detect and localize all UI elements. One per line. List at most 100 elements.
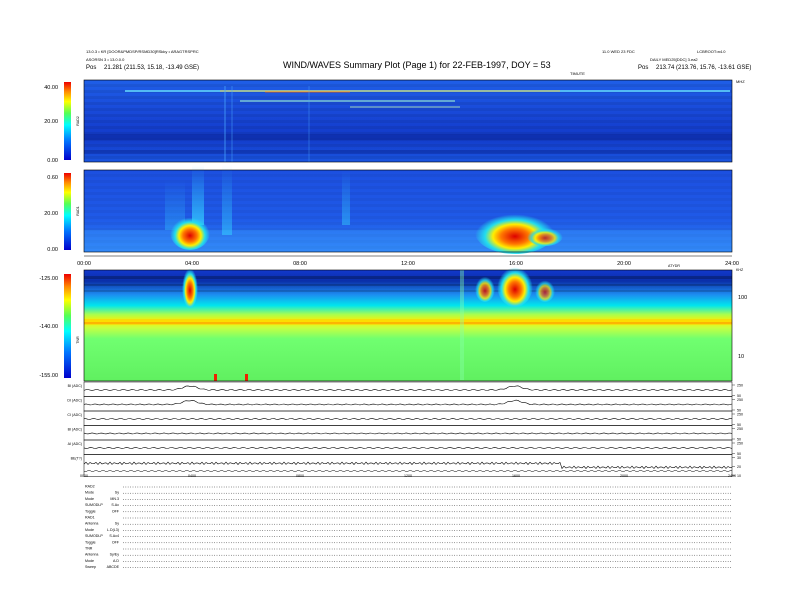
rad1-burst-04h (170, 214, 210, 250)
time-axis-mid: 00:00 04:00 08:00 12:00 16:00 20:00 24:0… (77, 255, 739, 268)
line-plot-1-tick-0: 250 (737, 398, 743, 402)
time-tick-bottom-5: 2000 (620, 474, 628, 478)
rad1-label: RAD1 (76, 206, 80, 216)
rad2-panel: 40.00 20.00 0.00 RAD2 (44, 79, 733, 164)
line-plot-5: BE(T?) 30 20 10 (71, 454, 741, 478)
footer-row-value-7: L.D(L3) (107, 528, 119, 532)
line-plot-0-tick-1: 50 (737, 394, 741, 398)
line-plot-trace-1 (83, 399, 733, 406)
line-plot-label-4: AI (ADC) (68, 442, 82, 446)
line-plot-trace-2 (83, 418, 733, 420)
footer-row-13: Sweep ABCDE (85, 565, 732, 569)
rad2-label: RAD2 (76, 116, 80, 126)
tnr-right-tick-10: 10 (738, 354, 744, 360)
time-tick-mid-2: 08:00 (293, 261, 307, 267)
footer-row-label-8: SUMODLP (85, 534, 103, 538)
rad2-tick-bottom: 0.00 (47, 158, 58, 164)
line-plot-0: BI (ADC) 250 50 (68, 381, 743, 398)
time-tick-bottom-0: 0000 (80, 474, 88, 478)
time-unit-label: TIMUTE (570, 71, 585, 76)
footer-row-value-8: S.Ac4 (109, 534, 119, 538)
tnr-panel: -125.00 -140.00 -155.00 TNR 100 10 KHZ (39, 263, 747, 382)
footer-row-label-7: Mode (85, 528, 94, 532)
time-tick-mid-6: 24:00 (725, 261, 739, 267)
footer-row-0: RAD2 (85, 485, 732, 489)
time-tick-bottom-4: 1600 (512, 474, 520, 478)
time-tick-bottom-6: 2400 (728, 474, 736, 478)
tnr-label: TNR (76, 336, 80, 344)
time-tick-bottom-3: 1200 (404, 474, 412, 478)
line-plot-label-1: DI (ADC) (67, 399, 82, 403)
line-plot-trace-3 (83, 432, 733, 435)
line-plot-5-tick-0: 30 (737, 456, 741, 460)
header-meta-left-2: ASORSN 3 • 13.0.0.0 (86, 57, 125, 62)
line-plot-label-0: BI (ADC) (68, 384, 82, 388)
line-plot-4: AI (ADC) 250 50 (68, 439, 743, 456)
footer-row-value-6: Sy (115, 522, 119, 526)
line-plot-4-tick-0: 250 (737, 442, 743, 446)
footer-row-value-12: A.D (113, 559, 119, 563)
rad2-tick-top: 40.00 (44, 85, 58, 91)
footer-row-value-1: Sy (115, 491, 119, 495)
header-pos-label-right: Pos (638, 65, 649, 71)
footer-row-label-6: Antenna (85, 522, 98, 526)
footer-row-value-3: S.Ac (111, 503, 119, 507)
footer-row-label-3: SUMODLP (85, 503, 103, 507)
instrument-mode-table: RAD2 Mode Sy Mode MN.3 SUMODLP S.Ac Toggle OFF RA… (85, 485, 732, 569)
tnr-burst-16h (497, 263, 533, 307)
line-plot-4-tick-1: 50 (737, 452, 741, 456)
line-plot-trace-4 (83, 447, 733, 449)
line-plot-label-5: BE(T?) (71, 457, 82, 461)
tnr-tick-top: -125.00 (39, 276, 58, 282)
footer-row-value-13: ABCDE (107, 565, 120, 569)
header-meta-right-1: 11.0 WED 23 FDC (602, 49, 635, 54)
rad2-colorbar (64, 82, 71, 160)
header-pos-value-left: 21.281 (211.53, 15.18, -13.49 GSE) (104, 65, 199, 71)
footer-row-value-2: MN.3 (110, 497, 119, 501)
footer-row-6: Antenna Sy (85, 522, 732, 526)
rad1-colorbar (64, 173, 71, 250)
tnr-colorbar (64, 274, 71, 378)
header-meta-right-2: DAILY MED25[DDC] 3.ea2 (650, 57, 698, 62)
time-tick-mid-1: 04:00 (185, 261, 199, 267)
time-unit-mid: ATYDR (668, 264, 680, 268)
header-pos-value-right: 213.74 (213.76, 15.76, -13.61 GSE) (656, 65, 752, 71)
footer-row-label-2: Mode (85, 497, 94, 501)
footer-row-2: Mode MN.3 (85, 497, 732, 501)
footer-row-1: Mode Sy (85, 491, 732, 495)
footer-row-label-9: Toggle (85, 540, 96, 544)
line-plot-3-tick-0: 250 (737, 427, 743, 431)
footer-row-12: Mode A.D (85, 559, 732, 563)
tnr-burst-04h (182, 264, 198, 308)
footer-row-label-1: Mode (85, 491, 94, 495)
time-axis-bottom: 0000 0400 0800 1200 1600 2000 2400 (80, 474, 736, 478)
line-plot-0-tick-0: 250 (737, 384, 743, 388)
rad1-panel: 0.60 20.00 0.00 RAD1 (44, 165, 733, 254)
footer-row-4: Toggle OFF (85, 509, 732, 513)
footer-row-11: Antenna Sy/Ey (85, 553, 732, 557)
footer-row-8: SUMODLP S.Ac4 (85, 534, 732, 538)
tnr-right-tick-100: 100 (738, 295, 747, 301)
line-plot-label-2: CI (ADC) (67, 413, 82, 417)
footer-row-label-10: TNR (85, 547, 93, 551)
time-tick-mid-5: 20:00 (617, 261, 631, 267)
line-plot-1-tick-1: 50 (737, 409, 741, 413)
footer-row-9: Toggle OFF (85, 540, 732, 544)
line-plot-label-3: BI (ADC) (68, 428, 82, 432)
tnr-khz-label: KHZ (736, 268, 744, 272)
tnr-tick-bottom: -155.00 (39, 373, 58, 379)
footer-row-label-0: RAD2 (85, 485, 95, 489)
footer-row-label-11: Antenna (85, 553, 98, 557)
header-meta-left-1: 13.0.3 • KR [DOOR&PMDSP/RSMD30]RSkky • A… (86, 49, 199, 54)
header-meta-right-1b: LCBROOT•n4.0 (697, 49, 726, 54)
footer-row-label-12: Mode (85, 559, 94, 563)
line-plot-trace-0 (83, 385, 733, 391)
tnr-spectrogram (84, 270, 732, 381)
tnr-tick-mid: -140.00 (39, 324, 58, 330)
line-plot-trace-5-b (83, 469, 733, 473)
time-tick-bottom-2: 0800 (296, 474, 304, 478)
